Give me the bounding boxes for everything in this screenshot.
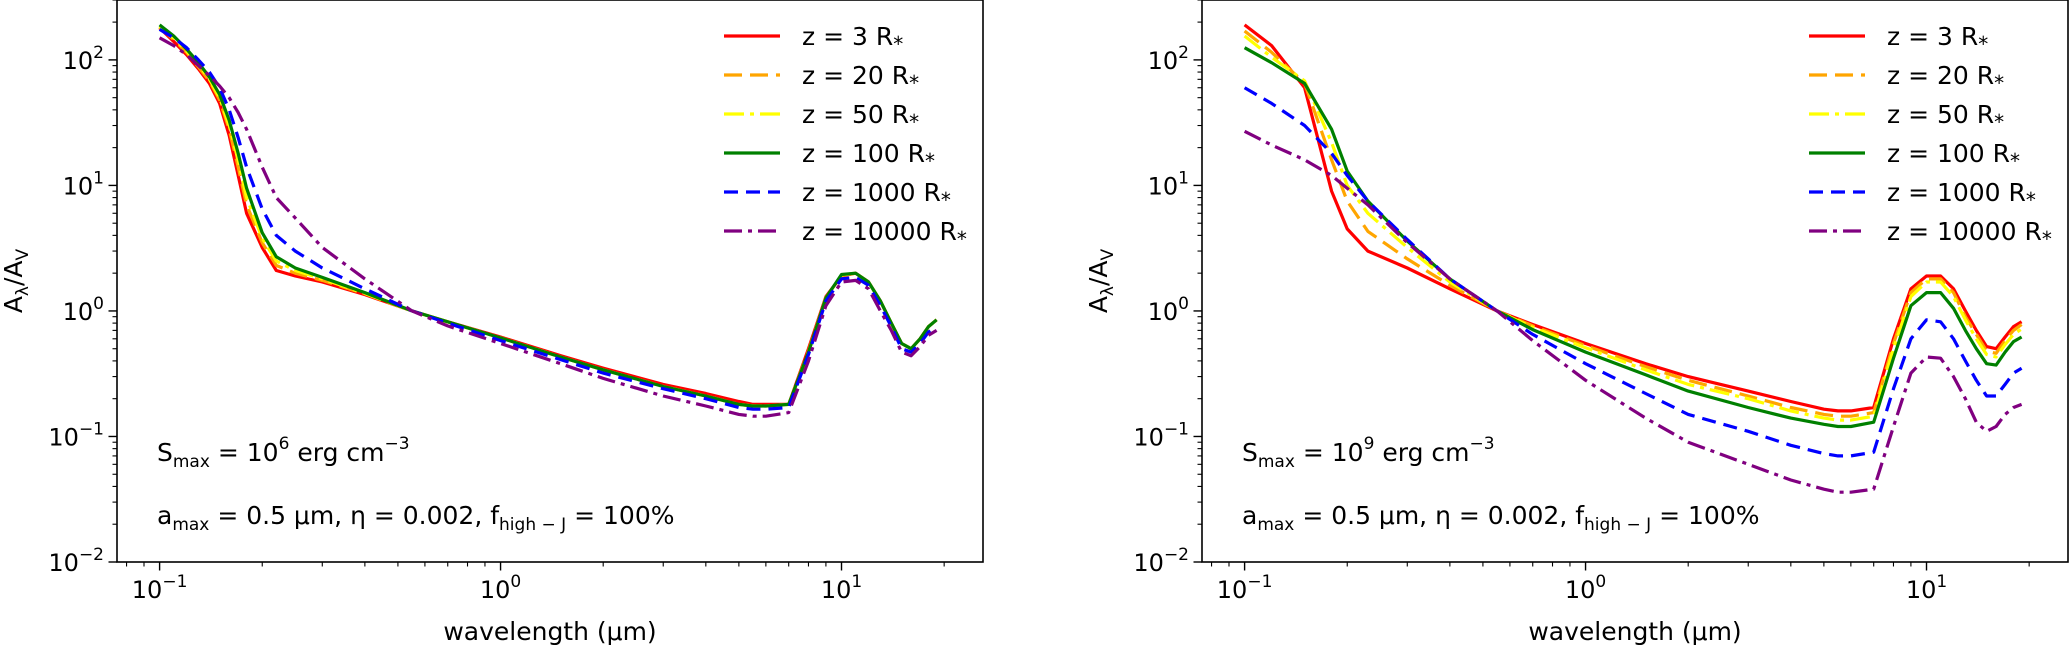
legend-entry-0: z = 3 R*	[1809, 22, 1988, 56]
x-tick-label: 100	[480, 572, 521, 604]
series-lines	[158, 23, 938, 418]
annotation-params: amax = 0.5 μm, η = 0.002, fhigh − J = 10…	[1242, 501, 1760, 535]
series-line-4	[1243, 86, 2023, 458]
series-line-5	[158, 36, 938, 418]
y-tick-label: 10−1	[48, 419, 104, 451]
x-tick-label: 101	[821, 572, 862, 604]
legend-label-4: z = 1000 R*	[802, 178, 951, 212]
y-tick-label: 100	[1148, 294, 1189, 326]
legend-label-2: z = 50 R*	[1887, 100, 2004, 134]
legend-entry-5: z = 10000 R*	[1809, 217, 2052, 251]
legend-entry-2: z = 50 R*	[1809, 100, 2004, 134]
legend-label-1: z = 20 R*	[802, 61, 919, 95]
right-chart-panel: 10−1 100 101 10−2 10−1 100 101 102 wavelength (μ…	[1084, 0, 2069, 646]
legend-label-5: z = 10000 R*	[1887, 217, 2052, 251]
legend-label-0: z = 3 R*	[802, 22, 903, 56]
legend-label-2: z = 50 R*	[802, 100, 919, 134]
series-line-2	[1243, 34, 2023, 422]
x-axis-label: wavelength (μm)	[1528, 617, 1741, 646]
annotation-smax: Smax = 109 erg cm−3	[1242, 434, 1495, 472]
y-tick-label: 101	[1148, 168, 1189, 200]
y-tick-label: 10−2	[1133, 545, 1189, 577]
y-axis-label: Aλ/AV	[1084, 248, 1118, 313]
legend-entry-4: z = 1000 R*	[1809, 178, 2036, 212]
legend-entry-1: z = 20 R*	[1809, 61, 2004, 95]
y-axis-ticks: 10−2 10−1 100 101 102	[1133, 0, 1202, 577]
legend-label-0: z = 3 R*	[1887, 22, 1988, 56]
x-axis-ticks: 10−1 100 101	[126, 562, 945, 604]
series-line-3	[1243, 46, 2023, 429]
legend-label-1: z = 20 R*	[1887, 61, 2004, 95]
annotation-smax: Smax = 106 erg cm−3	[157, 434, 410, 472]
series-line-5	[1243, 129, 2023, 494]
legend-label-4: z = 1000 R*	[1887, 178, 2036, 212]
y-tick-label: 10−1	[1133, 419, 1189, 451]
legend-entry-4: z = 1000 R*	[724, 178, 951, 212]
legend-entry-1: z = 20 R*	[724, 61, 919, 95]
y-tick-label: 102	[63, 43, 104, 75]
legend-entry-0: z = 3 R*	[724, 22, 903, 56]
axes-frame	[1201, 0, 2069, 563]
series-line-4	[158, 28, 938, 411]
series-line-3	[158, 23, 938, 408]
y-tick-label: 102	[1148, 43, 1189, 75]
left-chart-panel: 10−1 100 101 10−2 10−1 100 101 102 wavelength (μ…	[0, 0, 984, 646]
y-tick-label: 101	[63, 168, 104, 200]
axes-frame	[116, 0, 984, 563]
legend-label-3: z = 100 R*	[1887, 139, 2020, 173]
legend-entry-3: z = 100 R*	[1809, 139, 2020, 173]
y-axis-label: Aλ/AV	[0, 248, 33, 313]
x-axis-ticks: 10−1 100 101	[1211, 562, 2030, 604]
x-tick-label: 101	[1906, 572, 1947, 604]
x-tick-label: 10−1	[1217, 572, 1273, 604]
legend: z = 3 R* z = 20 R* z = 50 R* z = 100 R* z = …	[724, 22, 967, 251]
legend-entry-3: z = 100 R*	[724, 139, 935, 173]
y-tick-label: 10−2	[48, 545, 104, 577]
series-line-1	[1243, 29, 2023, 418]
y-tick-label: 100	[63, 294, 104, 326]
legend-entry-5: z = 10000 R*	[724, 217, 967, 251]
annotation-params: amax = 0.5 μm, η = 0.002, fhigh − J = 10…	[157, 501, 675, 535]
legend-label-5: z = 10000 R*	[802, 217, 967, 251]
x-axis-label: wavelength (μm)	[443, 617, 656, 646]
legend-label-3: z = 100 R*	[802, 139, 935, 173]
series-lines	[1243, 23, 2023, 494]
legend: z = 3 R* z = 20 R* z = 50 R* z = 100 R* z = …	[1809, 22, 2052, 251]
y-axis-ticks: 10−2 10−1 100 101 102	[48, 0, 117, 577]
legend-entry-2: z = 50 R*	[724, 100, 919, 134]
x-tick-label: 10−1	[132, 572, 188, 604]
x-tick-label: 100	[1565, 572, 1606, 604]
series-line-0	[1243, 23, 2023, 413]
